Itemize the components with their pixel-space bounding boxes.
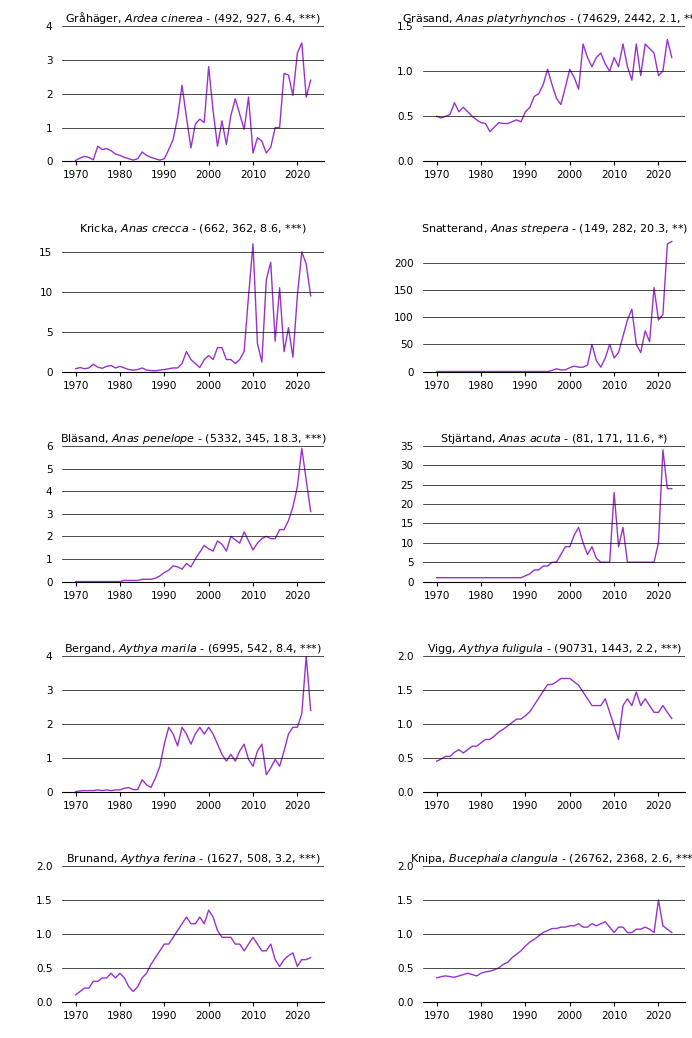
Title: Gråhäger, $\it{Ardea\ cinerea}$ - (492, 927, 6.4, ***): Gråhäger, $\it{Ardea\ cinerea}$ - (492, … [65, 9, 321, 26]
Title: Knipa, $\it{Bucephala\ clangula}$ - (26762, 2368, 2.6, ***): Knipa, $\it{Bucephala\ clangula}$ - (267… [410, 852, 692, 866]
Title: Snatterand, $\it{Anas\ strepera}$ - (149, 282, 20.3, **): Snatterand, $\it{Anas\ strepera}$ - (149… [421, 222, 688, 236]
Title: Stjärtand, $\it{Anas\ acuta}$ - (81, 171, 11.6, *): Stjärtand, $\it{Anas\ acuta}$ - (81, 171… [440, 432, 668, 446]
Title: Brunand, $\it{Aythya\ ferina}$ - (1627, 508, 3.2, ***): Brunand, $\it{Aythya\ ferina}$ - (1627, … [66, 852, 320, 866]
Title: Kricka, $\it{Anas\ crecca}$ - (662, 362, 8.6, ***): Kricka, $\it{Anas\ crecca}$ - (662, 362,… [79, 222, 307, 236]
Title: Bläsand, $\it{Anas\ penelope}$ - (5332, 345, 18.3, ***): Bläsand, $\it{Anas\ penelope}$ - (5332, … [60, 432, 327, 446]
Title: Vigg, $\it{Aythya\ fuligula}$ - (90731, 1443, 2.2, ***): Vigg, $\it{Aythya\ fuligula}$ - (90731, … [427, 641, 682, 656]
Title: Gräsand, $\it{Anas\ platyrhynchos}$ - (74629, 2442, 2.1, ***): Gräsand, $\it{Anas\ platyrhynchos}$ - (7… [403, 11, 692, 26]
Title: Bergand, $\it{Aythya\ marila}$ - (6995, 542, 8.4, ***): Bergand, $\it{Aythya\ marila}$ - (6995, … [64, 641, 322, 656]
